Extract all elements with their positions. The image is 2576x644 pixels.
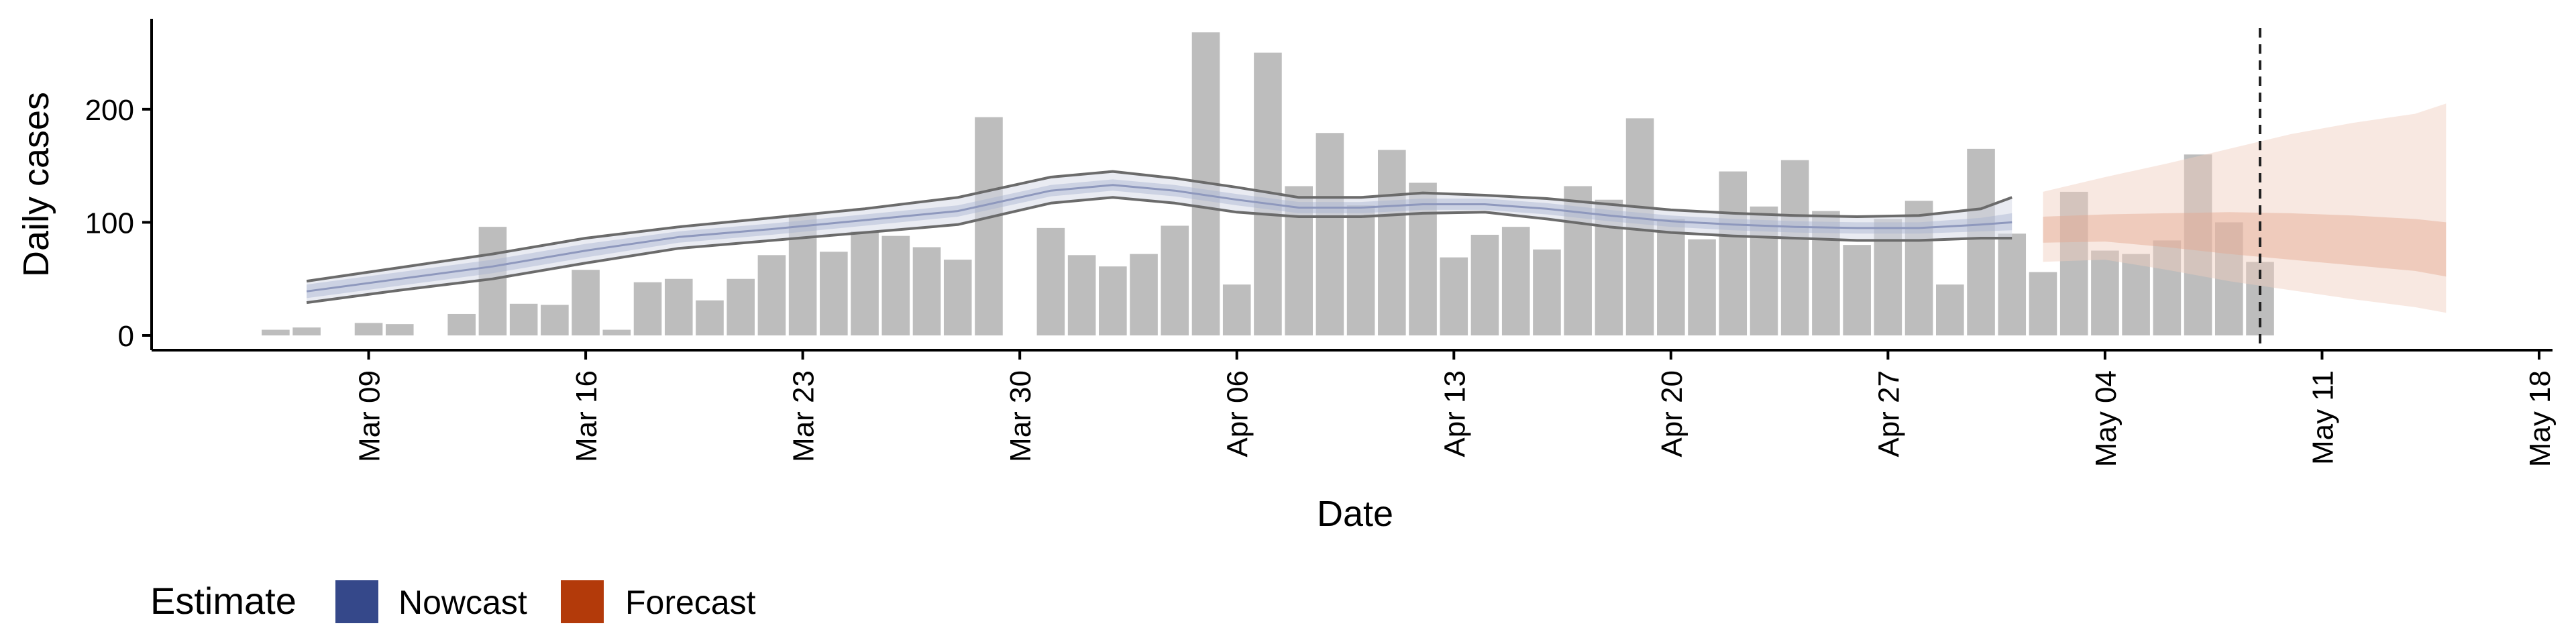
nowcast-outer-band [307, 171, 2012, 303]
bar [354, 323, 383, 335]
bar [2184, 154, 2212, 336]
bar [1719, 171, 1748, 335]
bar [727, 278, 755, 335]
legend-label-forecast: Forecast [625, 584, 756, 621]
x-tick-label: Mar 30 [1004, 370, 1037, 462]
bar [1099, 266, 1127, 335]
y-tick-label: 200 [85, 94, 134, 127]
bar [509, 303, 538, 335]
bar [664, 278, 693, 335]
nowcast-upper-line [306, 170, 2012, 283]
bar [820, 252, 848, 335]
bar [2091, 250, 2119, 335]
nowcast-inner-band [307, 179, 2012, 299]
ribbons-layer [306, 103, 2447, 313]
bar [757, 255, 786, 335]
bar [1688, 239, 1716, 335]
forecast-outer-band [2043, 103, 2447, 313]
bar [2214, 222, 2243, 335]
bar [1036, 227, 1065, 335]
x-axis-title: Date [1317, 494, 1393, 534]
nowcast-lower-line [306, 196, 2012, 305]
bar [1936, 284, 1964, 335]
bar [1346, 205, 1375, 335]
bar [2059, 191, 2088, 335]
bar [2029, 272, 2057, 335]
axes-layer: 0 100 200 Mar 09 Mar 16 Mar 23 Mar 30 Apr 06 Apr… [85, 19, 2557, 467]
bar [1501, 227, 1530, 335]
x-tick-label: Apr 20 [1656, 370, 1688, 458]
bar [1843, 245, 1871, 335]
forecast-inner-band [2043, 212, 2447, 277]
x-tick-label: May 11 [2306, 370, 2339, 465]
bar [1067, 255, 1096, 335]
bar [541, 305, 569, 335]
bar [1222, 284, 1251, 335]
bar [1780, 160, 1809, 335]
bar [881, 235, 910, 335]
bar [633, 282, 662, 335]
bar [1440, 257, 1468, 335]
x-tick-label: Mar 23 [788, 370, 820, 462]
x-tick-label: Apr 13 [1438, 370, 1471, 458]
legend-title: Estimate [150, 580, 297, 622]
bar [943, 260, 972, 335]
bar [2153, 240, 2182, 335]
bar [602, 329, 631, 335]
bar [912, 247, 941, 335]
bar [385, 324, 414, 335]
bar [1998, 233, 2027, 335]
x-tick-label: Mar 09 [354, 370, 386, 462]
bar [1533, 249, 1561, 335]
x-tick-label: Apr 27 [1872, 370, 1905, 458]
bar [262, 329, 290, 335]
y-axis-title: Daily cases [16, 92, 56, 277]
bar [1657, 219, 1685, 335]
bar [1378, 150, 1406, 336]
nowcast-median-line [306, 184, 2012, 292]
bar [447, 313, 476, 335]
x-tick-label: Apr 06 [1222, 370, 1254, 458]
bar [1161, 225, 1189, 335]
bar [1130, 254, 1158, 335]
x-tick-label: Mar 16 [570, 370, 603, 462]
legend-key-forecast [561, 580, 604, 623]
bar [1470, 234, 1499, 335]
bar [572, 270, 600, 335]
bar [2122, 254, 2150, 335]
y-tick-label: 0 [118, 320, 134, 353]
legend-key-nowcast [335, 580, 378, 623]
y-tick-label: 100 [85, 207, 134, 239]
bar [696, 300, 724, 335]
bars-layer [262, 32, 2274, 336]
bar [1967, 148, 1995, 335]
bar [851, 231, 879, 335]
legend-label-nowcast: Nowcast [398, 584, 527, 621]
bar [292, 327, 321, 335]
bar [975, 117, 1003, 335]
legend: Estimate Nowcast Forecast [150, 580, 756, 623]
x-tick-label: May 04 [2090, 370, 2123, 467]
bar [1316, 133, 1344, 335]
x-tick-label: May 18 [2524, 370, 2557, 467]
